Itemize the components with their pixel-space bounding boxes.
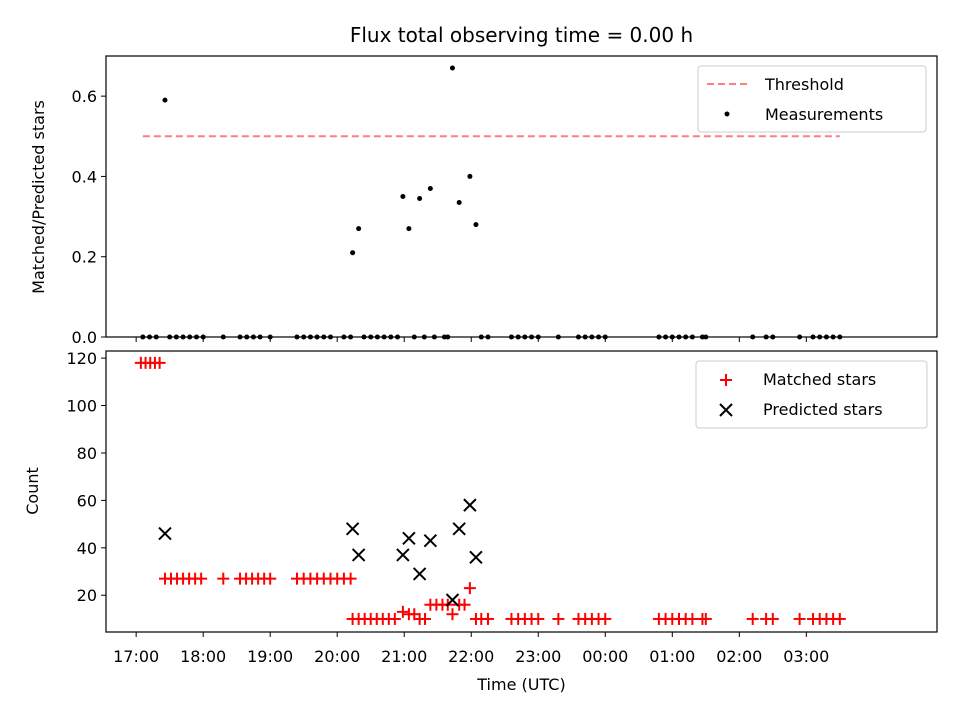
matched-star-point [833,612,846,625]
measurement-point [162,97,168,103]
measurement-point [406,226,412,232]
predicted-star-point [345,522,360,536]
matched-star-point [217,572,230,585]
matched-star-point [552,612,565,625]
predicted-star-point [158,526,172,541]
matched-star-point [481,612,494,625]
measurement-point [467,173,473,179]
bottom-y-tick-label: 100 [66,397,97,416]
bottom-panel: 20 40 60 80 100 120 17:00 18:00 19:00 20:00 21:00… [23,349,938,694]
top-y-tick-label: 0.2 [72,248,97,267]
bottom-x-tick-label: 23:00 [515,647,561,666]
matched-star-point [344,572,357,585]
matched-star-point [388,612,401,625]
bottom-x-tick-label: 02:00 [716,647,762,666]
bottom-x-tick-label: 00:00 [582,647,628,666]
bottom-x-tick-label: 21:00 [381,647,427,666]
bottom-x-axis-label: Time (UTC) [476,675,565,694]
legend-predicted-label: Predicted stars [763,400,883,419]
bottom-x-tick-label: 17:00 [113,647,159,666]
bottom-y-tick-label: 60 [77,491,97,510]
matched-star-point [686,612,699,625]
legend-measurements-swatch [724,111,730,117]
matched-star-point [153,356,166,369]
matched-star-point [264,572,277,585]
bottom-x-tick-label: 18:00 [180,647,226,666]
predicted-star-point [469,550,483,565]
measurement-point [417,196,423,202]
bottom-x-tick-label: 22:00 [448,647,494,666]
bottom-y-tick-label: 120 [66,349,97,368]
matched-star-point [458,598,471,611]
predicted-star-point [351,548,366,562]
measurement-point [427,185,433,191]
measurement-point [473,222,479,228]
matched-star-point [532,612,545,625]
top-y-tick-label: 0.4 [72,167,97,186]
matched-star-point [195,572,208,585]
bottom-y-tick-label: 80 [77,444,97,463]
bottom-plot-frame [105,350,938,633]
bottom-x-tick-label: 20:00 [314,647,360,666]
legend-measurements-label: Measurements [765,105,883,124]
bottom-x-tick-label: 19:00 [247,647,293,666]
legend-matched-swatch [720,374,732,386]
top-x-ticks [135,337,807,342]
legend-threshold-label: Threshold [764,75,844,94]
matched-star-point [793,612,806,625]
bottom-x-tick-label: 03:00 [783,647,829,666]
predicted-star-point [463,498,477,512]
predicted-star-point [412,567,427,581]
bottom-y-tick-label: 20 [77,586,97,605]
top-panel: 0.0 0.2 0.4 0.6 Matched/Predicted stars Thr… [29,55,938,347]
top-y-axis-label: Matched/Predicted stars [29,100,48,294]
top-plot-frame [105,55,938,338]
predicted-star-point [445,593,460,607]
bottom-data-marks [134,356,846,625]
legend-predicted-swatch [719,403,733,417]
top-legend-box [697,65,927,133]
bottom-x-ticks: 17:00 18:00 19:00 20:00 21:00 22:00 23:00 00:00… [113,632,829,666]
matched-star-point [599,612,612,625]
chart-title: Flux total observing time = 0.00 h [350,23,693,47]
matched-star-point [766,612,779,625]
matched-star-point [396,605,409,618]
measurement-point [356,226,362,232]
matched-star-point [418,612,431,625]
bottom-y-axis-label: Count [23,467,42,515]
top-legend: Threshold Measurements [697,65,927,133]
top-y-tick-label: 0.0 [72,328,97,347]
matched-star-point [746,612,759,625]
bottom-legend: Matched stars Predicted stars [695,360,928,429]
predicted-star-point [423,533,438,548]
predicted-star-point [452,522,466,536]
legend-matched-label: Matched stars [763,370,876,389]
measurement-point [350,250,356,256]
measurement-point [456,200,462,206]
top-y-tick-label: 0.6 [72,87,97,106]
bottom-y-ticks: 20 40 60 80 100 120 [66,349,106,605]
measurement-point [449,65,455,71]
bottom-x-tick-label: 01:00 [649,647,695,666]
matched-star-point [446,608,459,621]
predicted-star-point [396,548,410,562]
bottom-legend-box [695,360,928,429]
bottom-y-tick-label: 40 [77,539,97,558]
measurement-point [400,194,406,199]
matched-star-point [699,612,712,625]
predicted-star-point [402,531,416,546]
top-y-ticks: 0.0 0.2 0.4 0.6 [72,87,106,347]
matched-star-point [463,582,476,595]
